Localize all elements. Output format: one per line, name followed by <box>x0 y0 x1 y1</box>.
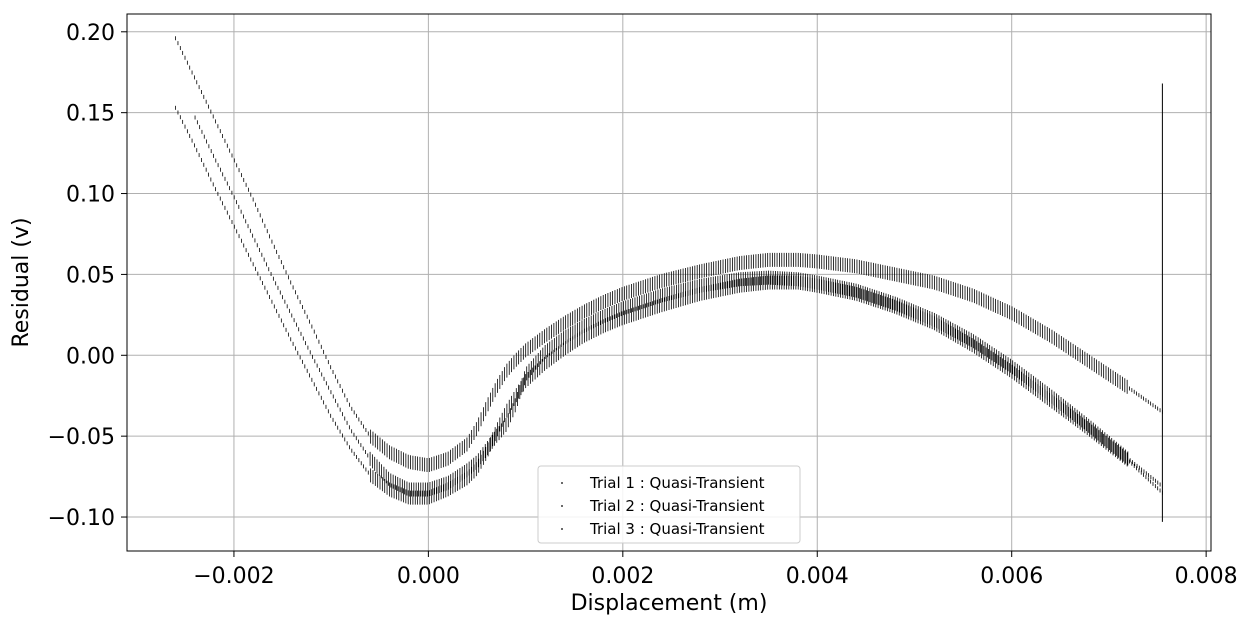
x-tick-label: 0.006 <box>980 564 1043 589</box>
x-tick-label: 0.004 <box>786 564 849 589</box>
y-tick-label: 0.15 <box>66 102 115 127</box>
series-3 <box>194 115 1161 497</box>
x-tick-label: 0.002 <box>591 564 654 589</box>
legend-marker <box>561 482 563 484</box>
data-marks <box>175 36 1163 522</box>
legend-label: Trial 3 : Quasi-Transient <box>589 520 765 538</box>
grid-lines <box>127 14 1211 551</box>
y-axis: −0.10 −0.05 0.00 0.05 0.10 0.15 0.20 <box>48 21 127 531</box>
y-tick-label: 0.05 <box>66 263 115 288</box>
plot-frame <box>126 13 1212 552</box>
x-tick-label: 0.000 <box>397 564 460 589</box>
legend-box <box>537 465 801 544</box>
y-tick-label: 0.00 <box>66 344 115 369</box>
y-tick-label: 0.10 <box>66 183 115 208</box>
y-axis-title: Residual (v) <box>9 217 34 347</box>
x-tick-label: 0.008 <box>1175 564 1238 589</box>
legend-label: Trial 2 : Quasi-Transient <box>589 497 765 515</box>
x-axis-title: Displacement (m) <box>571 591 768 616</box>
series-2 <box>175 105 1163 505</box>
x-tick-label: −0.002 <box>193 564 274 589</box>
y-tick-label: 0.20 <box>66 21 115 46</box>
legend-marker <box>561 528 563 530</box>
legend-label: Trial 1 : Quasi-Transient <box>589 474 765 492</box>
series-1 <box>175 36 1163 473</box>
x-axis: −0.002 0.000 0.002 0.004 0.006 0.008 <box>193 551 1238 589</box>
y-tick-label: −0.05 <box>48 425 115 450</box>
y-tick-label: −0.10 <box>48 506 115 531</box>
legend: Trial 1 : Quasi-Transient Trial 2 : Quasi… <box>537 465 801 544</box>
legend-marker <box>561 505 563 507</box>
